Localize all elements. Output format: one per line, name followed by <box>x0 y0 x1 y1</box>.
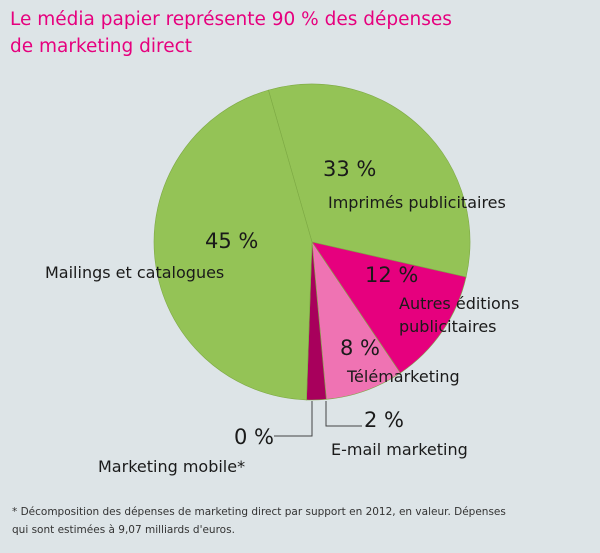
pie-slice-1 <box>311 241 467 374</box>
leader-line-email <box>325 401 362 427</box>
title-line-2: de marketing direct <box>10 36 193 57</box>
pct-label-email: 2 % <box>364 408 404 432</box>
pct-label-autres-editions: 12 % <box>365 263 418 287</box>
slice-label-email: E-mail marketing <box>331 440 468 459</box>
slice-label-mobile: Marketing mobile* <box>98 457 245 476</box>
chart-title: Le média papier représente 90 % des dépe… <box>10 6 570 60</box>
slice-label-telemarketing: Télémarketing <box>346 367 460 386</box>
pie-slice-5 <box>153 89 313 401</box>
leader-line-mobile <box>274 401 313 437</box>
pct-label-imprimes: 33 % <box>323 157 376 181</box>
title-line-1: Le média papier représente 90 % des dépe… <box>10 9 452 30</box>
slice-label-autres-editions-line1: Autres éditions <box>399 294 519 313</box>
pie-chart: 33 % Imprimés publicitaires 12 % Autres … <box>45 83 519 476</box>
footnote: * Décomposition des dépenses de marketin… <box>12 503 592 539</box>
pct-label-mobile: 0 % <box>234 425 274 449</box>
pct-label-telemarketing: 8 % <box>340 336 380 360</box>
footnote-line-2: qui sont estimées à 9,07 milliards d'eur… <box>12 524 235 536</box>
slice-label-imprimes: Imprimés publicitaires <box>328 193 506 212</box>
pct-label-mailings: 45 % <box>205 229 258 253</box>
slice-label-mailings: Mailings et catalogues <box>45 263 224 282</box>
pie-slice-0 <box>268 83 471 278</box>
slice-label-autres-editions-line2: publicitaires <box>399 317 497 336</box>
pie-slices <box>153 83 471 401</box>
footnote-line-1: * Décomposition des dépenses de marketin… <box>12 506 506 518</box>
leader-lines <box>274 401 362 437</box>
